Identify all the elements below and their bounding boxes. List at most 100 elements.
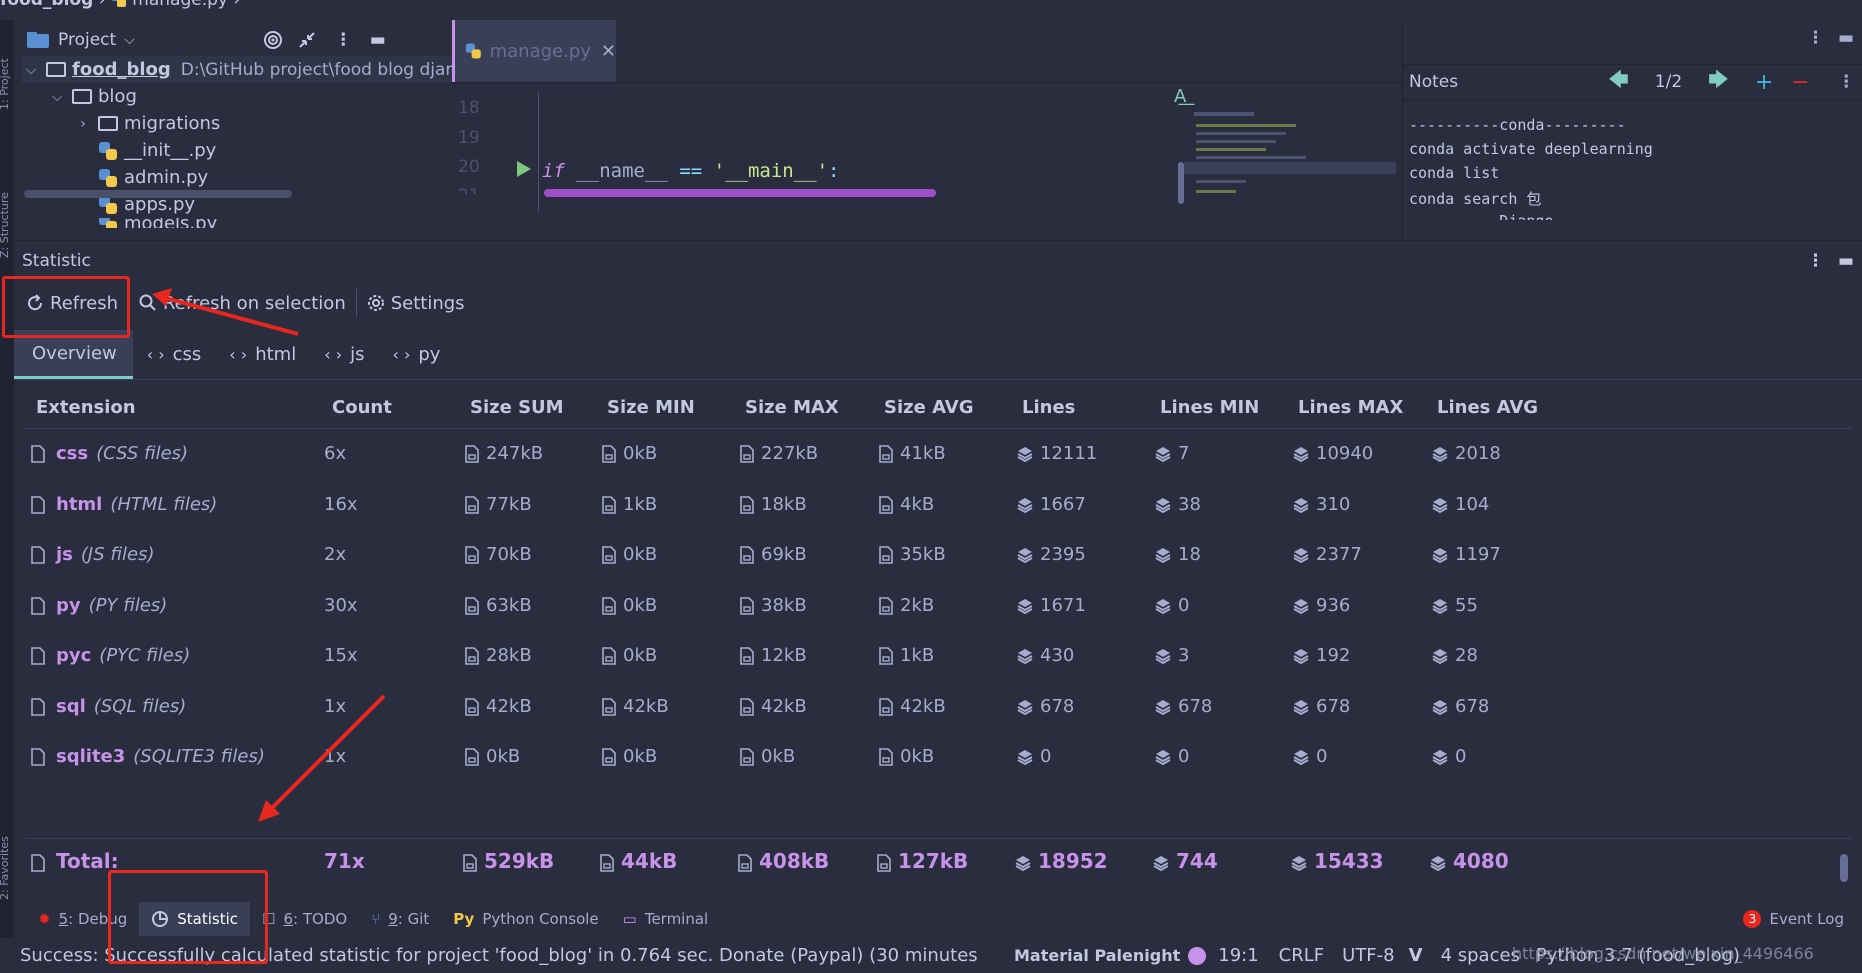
status-message[interactable]: Success: Successfully calculated statist… [20, 945, 980, 966]
more-options-icon[interactable]: ⋮ [334, 30, 352, 50]
code-minimap[interactable] [1178, 112, 1396, 212]
column-header[interactable]: Lines MAX [1298, 397, 1404, 418]
column-header[interactable]: Size SUM [470, 397, 564, 418]
theme-label[interactable]: Material Palenight [1014, 946, 1181, 965]
column-header[interactable]: Lines [1022, 397, 1076, 418]
tree-item[interactable]: ⌵ blog [48, 83, 137, 110]
event-log-button[interactable]: 3 Event Log [1731, 902, 1856, 936]
size-avg-cell: 42kB [878, 692, 946, 722]
file-size-icon [877, 853, 891, 872]
size-max-cell: 12kB [739, 641, 807, 671]
line-ending[interactable]: CRLF [1278, 945, 1325, 966]
file-size-icon [465, 445, 479, 463]
collapse-all-icon[interactable] [297, 30, 317, 50]
code-line-20[interactable]: if __name__ == '__main__': [542, 160, 840, 182]
file-size-icon [879, 495, 893, 514]
tree-item[interactable]: › migrations [74, 110, 220, 137]
extension-cell: py (PY files) [30, 591, 167, 621]
chevron-right-icon: › [233, 0, 241, 10]
note-line[interactable]: ----------conda--------- [1409, 116, 1626, 134]
lines-avg-cell: 678 [1431, 692, 1489, 722]
tree-item[interactable]: models.py [74, 218, 217, 228]
tab-css[interactable]: ‹ › css [133, 330, 216, 379]
remove-note-icon[interactable]: − [1791, 69, 1810, 95]
breadcrumb-file[interactable]: manage.py [132, 0, 228, 10]
file-icon [31, 596, 45, 615]
note-line[interactable]: ----------Django---------- [1409, 212, 1644, 220]
layers-icon [1430, 855, 1446, 871]
bottom-tab-pythonconsole[interactable]: Py Python Console [453, 910, 599, 928]
arrow-left-icon[interactable]: 🡄 [1608, 67, 1629, 91]
close-tab-icon[interactable]: ✕ [600, 40, 616, 62]
layers-icon [1017, 497, 1033, 513]
note-line[interactable]: conda search 包 [1409, 190, 1542, 208]
arrow-right-icon[interactable]: 🡆 [1708, 67, 1729, 91]
chevron-down-icon[interactable]: ⌵ [124, 32, 135, 48]
tab-overview[interactable]: Overview [14, 330, 133, 379]
column-header[interactable]: Lines MIN [1160, 397, 1260, 418]
column-header[interactable]: Lines AVG [1437, 397, 1539, 418]
size-avg-cell: 1kB [878, 641, 934, 671]
column-header[interactable]: Extension [36, 397, 136, 418]
bottom-tab-statistic[interactable]: Statistic [139, 902, 251, 936]
horizontal-scrollbar[interactable] [24, 190, 292, 198]
minimize-icon[interactable]: ▬ [1837, 250, 1854, 271]
tree-item[interactable]: admin.py [74, 164, 208, 191]
tab-py[interactable]: ‹ › py [378, 330, 454, 379]
editor-horizontal-scrollbar[interactable] [544, 189, 936, 197]
total-size-sum: 529kB [462, 846, 554, 876]
breadcrumb-project[interactable]: food_blog [0, 0, 94, 10]
column-header[interactable]: Size MAX [745, 397, 839, 418]
file-icon [31, 445, 45, 463]
layers-icon [1155, 699, 1171, 715]
column-header[interactable]: Size AVG [884, 397, 974, 418]
editorconfig-icon[interactable]: V [1408, 945, 1423, 966]
add-note-icon[interactable]: + [1754, 69, 1774, 95]
bottom-tab-terminal[interactable]: ▭ Terminal [622, 910, 709, 928]
file-icon [31, 647, 45, 665]
project-panel-title[interactable]: Project [58, 30, 117, 50]
annotation-box-refresh [2, 276, 130, 338]
settings-button[interactable]: Settings [357, 283, 475, 323]
lines-min-cell: 38 [1154, 490, 1201, 520]
run-gutter-icon[interactable] [516, 160, 532, 183]
chevron-right-icon[interactable]: › [80, 115, 86, 132]
editor-tab-manage-py[interactable]: manage.py ✕ [452, 20, 616, 82]
tab-js[interactable]: ‹ › js [310, 330, 378, 379]
bottom-tab-todo[interactable]: ☐ 6: TODO [262, 910, 348, 928]
more-options-icon[interactable]: ⋮ [1807, 250, 1824, 271]
tree-item[interactable]: __init__.py [74, 137, 216, 164]
refresh-button[interactable]: Refresh [14, 283, 128, 323]
python-file-icon [99, 218, 117, 228]
column-header[interactable]: Size MIN [607, 397, 695, 418]
total-count: 71x [324, 849, 365, 873]
status-bar: Success: Successfully calculated statist… [0, 938, 1862, 973]
chevron-down-icon[interactable]: ⌵ [51, 88, 63, 105]
size-sum-cell: 247kB [464, 439, 543, 469]
indent-setting[interactable]: 4 spaces [1440, 945, 1520, 966]
vertical-scrollbar[interactable] [1840, 854, 1848, 882]
more-options-icon[interactable]: ⋮ [1837, 72, 1855, 92]
python-interpreter[interactable]: Python 3.7 (food_blog) [1535, 945, 1741, 966]
tree-item[interactable]: ⌵ food_blog D:\GitHub project\food blog dj… [22, 56, 467, 83]
spellcheck-icon[interactable]: A͟ [1174, 86, 1187, 107]
chevron-down-icon[interactable]: ⌵ [25, 61, 37, 78]
file-size-icon [740, 495, 754, 514]
cursor-position[interactable]: 19:1 [1218, 945, 1259, 966]
more-options-icon[interactable]: ⋮ [1807, 28, 1824, 48]
minimize-icon[interactable]: ▬ [1837, 28, 1854, 48]
note-line[interactable]: conda list [1409, 164, 1500, 182]
file-size-icon [465, 748, 479, 766]
count-cell: 2x [324, 544, 347, 565]
note-line[interactable]: conda activate deeplearning [1409, 140, 1653, 158]
file-icon [31, 546, 45, 564]
column-header[interactable]: Count [332, 397, 392, 418]
file-size-icon [465, 697, 479, 716]
bottom-tab-git[interactable]: ⑂ 9: Git [371, 910, 430, 928]
minimize-icon[interactable]: ▬ [369, 30, 386, 50]
locate-target-icon[interactable] [263, 30, 283, 50]
tree-item[interactable]: apps.py [74, 191, 195, 218]
tab-html[interactable]: ‹ › html [215, 330, 310, 379]
bottom-tab-debug[interactable]: ✹ 5: Debug [38, 910, 128, 928]
file-encoding[interactable]: UTF-8 [1342, 945, 1395, 966]
